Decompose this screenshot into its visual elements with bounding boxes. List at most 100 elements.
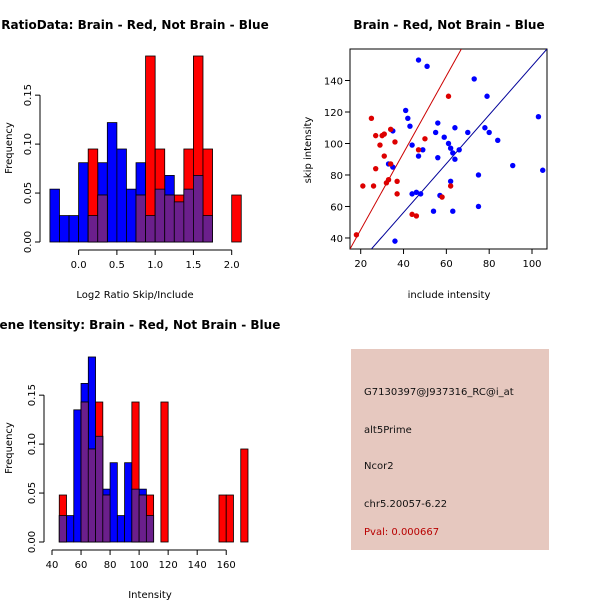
- scatter-point-not-brain: [484, 93, 490, 99]
- intensity-hist-bar-not-brain: [73, 409, 82, 543]
- ratio-hist-bar-overlap: [87, 215, 99, 243]
- ratio-hist-y-tick-label: 0.15: [23, 84, 34, 106]
- scatter-point-not-brain: [450, 150, 456, 156]
- scatter-point-not-brain: [495, 137, 501, 144]
- ratio-hist-bar-overlap: [164, 194, 175, 243]
- intensity-hist-x-tick-label: 160: [217, 560, 236, 571]
- scatter-point-brain: [372, 132, 379, 139]
- ratio-histogram: RatioData: Brain - Red, Not Brain - Blue…: [1, 18, 268, 301]
- scatter-point-not-brain: [409, 191, 415, 197]
- scatter-point-brain: [422, 136, 428, 142]
- ratio-hist-x-tick-label: 1.5: [185, 260, 201, 271]
- ratio-hist-bar-overlap: [202, 215, 213, 243]
- ratio-hist-bar-overlap: [97, 194, 108, 243]
- scatter-point-not-brain: [417, 191, 424, 197]
- scatter-point-brain: [353, 232, 360, 238]
- ratio-hist-y-tick-label: 0.10: [23, 133, 34, 155]
- scatter-point-not-brain: [432, 129, 439, 136]
- scatter-point-not-brain: [465, 129, 471, 136]
- scatter-point-brain: [372, 165, 379, 172]
- scatter-point-not-brain: [482, 125, 488, 131]
- scatter-y-tick-label: 80: [330, 171, 343, 182]
- scatter-ylabel: skip intensity: [303, 117, 314, 184]
- scatter-point-not-brain: [471, 76, 477, 82]
- scatter-point-not-brain: [407, 123, 413, 129]
- scatter-point-not-brain: [420, 147, 426, 153]
- scatter-point-brain: [394, 191, 400, 197]
- scatter-title: Brain - Red, Not Brain - Blue: [353, 18, 544, 32]
- scatter-y-tick-label: 100: [324, 139, 343, 150]
- scatter-point-not-brain: [447, 178, 454, 184]
- scatter-point-brain: [381, 131, 387, 137]
- ratio-hist-y-tick-label: 0.05: [23, 182, 34, 204]
- scatter-point-not-brain: [413, 189, 420, 196]
- scatter-point-brain: [415, 147, 422, 153]
- scatter-point-brain: [377, 142, 383, 148]
- scatter-point-brain: [383, 180, 390, 186]
- event-type: alt5Prime: [364, 425, 412, 436]
- intensity-hist-y-tick-label: 0.00: [27, 531, 38, 553]
- scatter-point-not-brain: [452, 156, 458, 162]
- ratio-hist-bar-brain: [231, 194, 242, 243]
- intensity-hist-bar-not-brain: [116, 515, 125, 543]
- intensity-hist-x-tick-label: 40: [46, 560, 59, 571]
- scatter-point-not-brain: [402, 107, 409, 114]
- intensity-hist-x-tick-label: 100: [130, 560, 149, 571]
- intensity-histogram-ylabel: Frequency: [4, 422, 15, 474]
- scatter-y-tick-label: 40: [330, 234, 343, 245]
- scatter-point-brain: [387, 126, 394, 133]
- scatter-plot-area: [350, 49, 547, 249]
- ratio-hist-bar-brain: [145, 55, 156, 243]
- intensity-hist-bar-brain: [240, 448, 249, 543]
- scatter-point-not-brain: [415, 153, 422, 159]
- scatter-plot-frame: [349, 48, 548, 250]
- intensity-hist-y-tick-label: 0.15: [27, 384, 38, 406]
- scatter-point-brain: [387, 161, 394, 167]
- probe-id: G7130397@J937316_RC@i_at: [364, 387, 514, 398]
- intensity-hist-bar-overlap: [145, 515, 155, 543]
- ratio-hist-bar-not-brain: [49, 188, 60, 243]
- scatter-point-brain: [368, 115, 375, 121]
- scatter-point-brain: [392, 139, 398, 145]
- ratio-hist-bar-overlap: [193, 175, 204, 243]
- scatter-point-not-brain: [486, 129, 492, 136]
- scatter-point-not-brain: [435, 120, 441, 126]
- ratio-hist-bar-overlap: [145, 215, 156, 243]
- intensity-histogram-xlabel: Intensity: [128, 590, 172, 600]
- ratio-hist-bar-not-brain: [106, 122, 118, 243]
- intensity-hist-x-tick-label: 120: [159, 560, 178, 571]
- scatter-point-brain: [360, 183, 366, 189]
- scatter-y-tick-label: 140: [324, 76, 343, 87]
- scatter-point-not-brain: [510, 162, 516, 169]
- scatter-point-brain: [445, 93, 452, 99]
- ratio-hist-x-tick-label: 0.5: [109, 260, 125, 271]
- scatter-xlabel: include intensity: [408, 290, 491, 301]
- intensity-hist-x-tick-label: 140: [188, 560, 207, 571]
- scatter-point-not-brain: [424, 63, 430, 70]
- scatter-point-not-brain: [535, 114, 542, 120]
- scatter-point-not-brain: [445, 140, 452, 147]
- ratio-hist-y-tick-label: 0.00: [23, 231, 34, 253]
- intensity-hist-y-tick-label: 0.05: [27, 482, 38, 504]
- ratio-hist-bar-overlap: [135, 194, 146, 243]
- gene-name: Ncor2: [364, 461, 394, 472]
- intensity-hist-bar-overlap: [87, 448, 96, 543]
- scatter-point-not-brain: [475, 172, 482, 178]
- ratio-hist-bar-overlap: [183, 188, 194, 243]
- ratio-histogram-title: RatioData: Brain - Red, Not Brain - Blue: [1, 18, 268, 32]
- intensity-hist-x-tick-label: 60: [75, 560, 88, 571]
- scatter-point-brain: [413, 213, 420, 219]
- p-value: Pval: 0.000667: [364, 527, 440, 538]
- scatter-point-not-brain: [456, 147, 462, 153]
- scatter-x-tick-label: 100: [522, 259, 541, 270]
- intensity-hist-bar-not-brain: [109, 462, 118, 543]
- intensity-hist-y-tick-label: 0.10: [27, 433, 38, 455]
- intensity-scatter: Brain - Red, Not Brain - Blue include in…: [303, 18, 548, 301]
- intensity-hist-bar-not-brain: [124, 462, 133, 543]
- scatter-point-not-brain: [409, 142, 415, 148]
- intensity-hist-bar-brain: [160, 401, 169, 543]
- intensity-hist-bar-overlap: [138, 494, 147, 543]
- ratio-hist-bar-overlap: [154, 188, 166, 243]
- scatter-y-tick-label: 60: [330, 202, 343, 213]
